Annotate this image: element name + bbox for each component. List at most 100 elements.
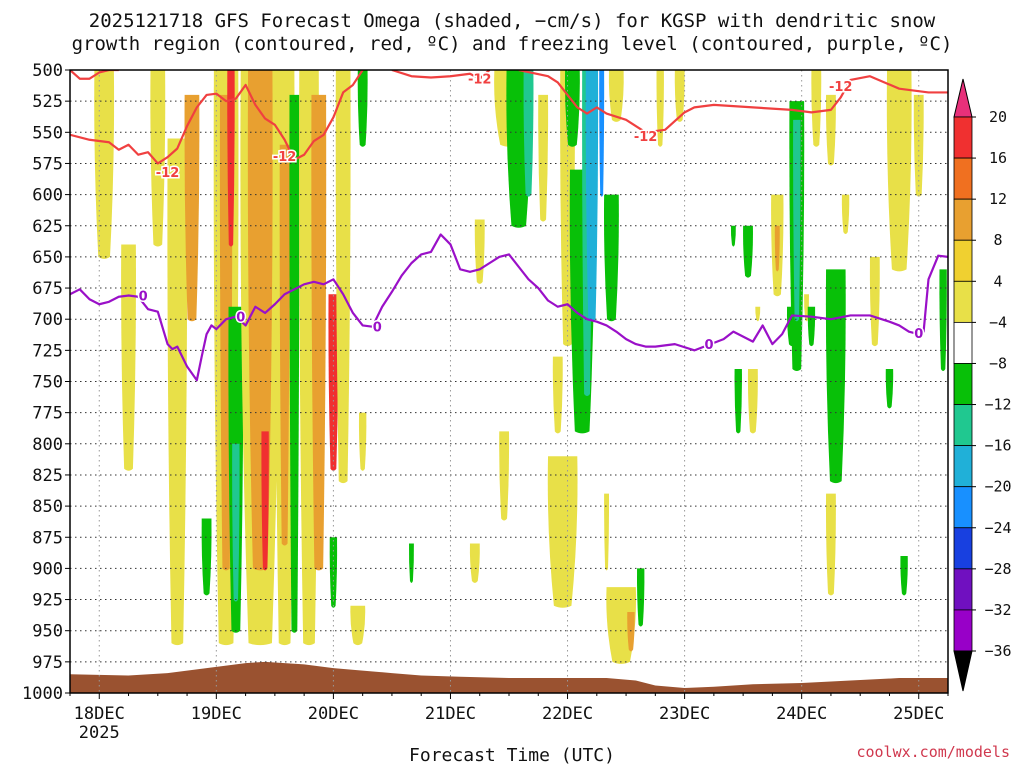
y-tick-label-700: 700 — [32, 310, 63, 330]
omega-region-51 — [734, 369, 742, 434]
y-tick-label-850: 850 — [32, 497, 63, 517]
omega-region-28 — [499, 431, 510, 521]
omega-region-47 — [656, 70, 664, 147]
omega-region-39 — [599, 70, 605, 197]
contour-label-m12-3: -12 — [634, 130, 658, 145]
colorbar-tick-label-8: −16 — [984, 437, 1011, 455]
colorbar-swatch-7 — [953, 404, 973, 447]
contour-label-0-0: 0 — [139, 290, 148, 305]
omega-region-5 — [201, 518, 212, 596]
colorbar-tick-label-10: −24 — [984, 519, 1011, 537]
y-tick-label-725: 725 — [32, 341, 63, 361]
contour-0-seg-0 — [70, 233, 948, 382]
colorbar-swatch-8 — [953, 445, 973, 488]
colorbar-swatch-4 — [953, 280, 973, 323]
omega-region-65 — [841, 194, 850, 234]
colorbar-swatch-12 — [953, 609, 973, 652]
colorbar-tick-label-1: 16 — [989, 149, 1007, 167]
omega-region-4 — [184, 94, 200, 322]
omega-region-12 — [247, 70, 273, 571]
y-tick-label-625: 625 — [32, 217, 63, 237]
y-tick-label-650: 650 — [32, 248, 63, 268]
x-tick-label-18DEC: 18DEC — [74, 704, 125, 724]
colorbar-tick-label-9: −20 — [984, 478, 1011, 496]
x-tick-label-19DEC: 19DEC — [191, 704, 242, 724]
omega-region-42 — [608, 70, 624, 122]
omega-region-67 — [885, 369, 894, 409]
omega-region-21 — [329, 537, 338, 608]
y-tick-label-775: 775 — [32, 404, 63, 424]
omega-region-59 — [811, 70, 822, 147]
x-tick-label-20DEC: 20DEC — [308, 704, 359, 724]
surface-band — [70, 661, 948, 693]
surface-terrain — [70, 661, 948, 693]
omega-region-40 — [564, 70, 580, 147]
omega-region-19 — [328, 294, 339, 471]
omega-region-64 — [825, 493, 836, 596]
contour-label-0-3: 0 — [704, 338, 713, 353]
contour-label-m12-4: -12 — [829, 80, 853, 95]
colorbar-swatch-1 — [953, 157, 973, 200]
omega-shading — [94, 70, 947, 664]
chart-title-line2: growth region (contoured, red, ºC) and f… — [71, 33, 953, 55]
omega-region-55 — [755, 306, 761, 322]
omega-region-46 — [636, 568, 645, 627]
y-tick-label-525: 525 — [32, 92, 63, 112]
colorbar-tick-label-0: 20 — [989, 108, 1007, 126]
omega-region-23 — [358, 412, 367, 471]
contour-label-m12-0: -12 — [156, 166, 180, 181]
x-tick-label-21DEC: 21DEC — [425, 704, 476, 724]
colorbar-bottom-arrow — [953, 650, 973, 692]
y-tick-label-750: 750 — [32, 373, 63, 393]
y-axis: 500 525 550 575 600 625 650 675 700 725 750 775 800 8… — [22, 61, 70, 704]
omega-region-34 — [547, 456, 578, 608]
contour-label-m12-2: -12 — [468, 73, 492, 88]
colorbar-tick-label-5: −4 — [989, 313, 1007, 331]
y-tick-label-900: 900 — [32, 559, 63, 579]
omega-region-63 — [825, 269, 846, 484]
y-tick-label-500: 500 — [32, 61, 63, 81]
y-tick-label-950: 950 — [32, 622, 63, 642]
contours: -12 -12 -12 -12 -12 0 0 0 0 0 — [70, 70, 948, 382]
y-tick-label-975: 975 — [32, 653, 63, 673]
colorbar-swatch-5 — [953, 321, 973, 364]
y-tick-label-1000: 1000 — [22, 684, 63, 704]
omega-region-3 — [167, 138, 188, 646]
omega-region-25 — [408, 543, 414, 583]
contour--12-seg-1 — [70, 70, 119, 80]
omega-region-22 — [357, 70, 368, 147]
omega-region-0 — [94, 70, 115, 259]
omega-region-62 — [825, 94, 836, 166]
omega-region-15 — [279, 144, 290, 546]
colorbar-tick-label-3: 8 — [993, 231, 1002, 249]
colorbar-tick-label-4: 4 — [993, 272, 1002, 290]
omega-region-20 — [335, 70, 351, 484]
colorbar-swatch-11 — [953, 568, 973, 611]
omega-region-43 — [604, 493, 610, 571]
contour-label-m12-1: -12 — [273, 150, 297, 165]
x-tick-label-25DEC: 25DEC — [893, 704, 944, 724]
omega-region-54 — [774, 225, 780, 272]
omega-region-48 — [674, 70, 685, 122]
contour--12-seg-0 — [70, 70, 364, 165]
colorbar-tick-label-2: 12 — [989, 190, 1007, 208]
omega-region-10 — [232, 443, 240, 602]
colorbar-swatch-6 — [953, 363, 973, 405]
omega-region-27 — [469, 543, 480, 583]
colorbar-swatch-2 — [953, 198, 973, 241]
omega-region-18 — [311, 94, 327, 571]
colorbar-tick-label-7: −12 — [984, 396, 1011, 414]
omega-region-24 — [350, 605, 366, 646]
y-tick-label-600: 600 — [32, 186, 63, 206]
omega-region-8 — [227, 70, 235, 247]
y-tick-label-550: 550 — [32, 123, 63, 143]
omega-region-58 — [793, 119, 801, 322]
x-tick-label-23DEC: 23DEC — [659, 704, 710, 724]
omega-region-2 — [150, 70, 166, 247]
contour-label-0-1: 0 — [236, 311, 245, 326]
colorbar-tick-label-6: −8 — [989, 354, 1007, 372]
contour--12-seg-3 — [518, 70, 948, 134]
omega-region-13 — [261, 431, 269, 571]
y-tick-label-875: 875 — [32, 528, 63, 548]
